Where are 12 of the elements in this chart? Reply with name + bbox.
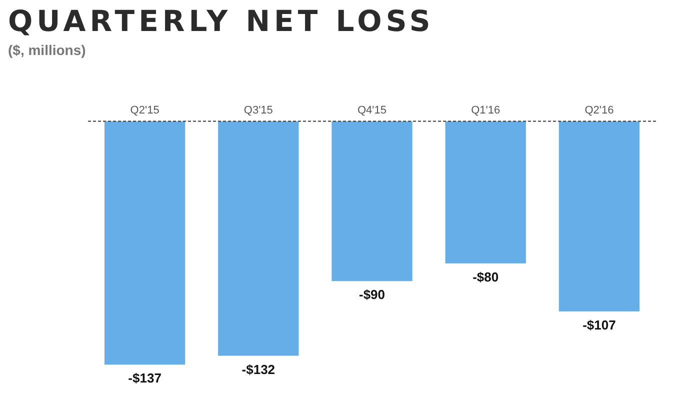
- chart-subtitle: ($, millions): [8, 42, 86, 58]
- x-tick-label: Q3'15: [244, 104, 273, 117]
- data-label: -$80: [472, 269, 499, 284]
- x-tick-label: Q1'16: [471, 104, 500, 117]
- data-label: -$137: [128, 370, 162, 386]
- data-label: -$90: [358, 287, 386, 302]
- x-tick-label: Q2'15: [130, 104, 160, 117]
- data-label: -$107: [582, 317, 616, 332]
- chart-title: QUARTERLY NET LOSS: [8, 4, 434, 38]
- x-tick-label: Q4'15: [357, 104, 387, 117]
- x-tick-label: Q2'16: [584, 104, 614, 117]
- data-label: -$132: [242, 362, 276, 377]
